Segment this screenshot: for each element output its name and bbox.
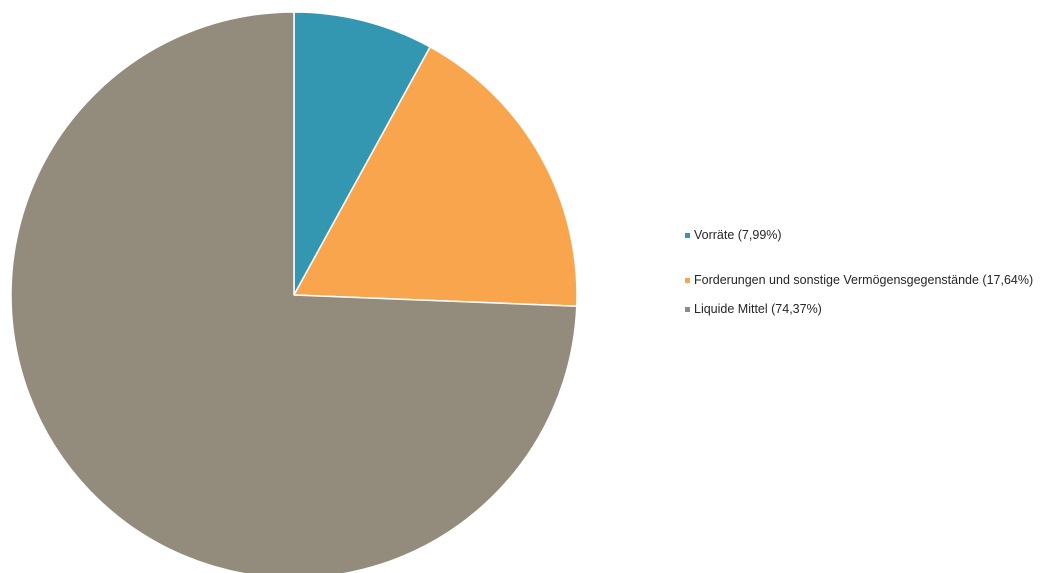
legend-label-forderungen: Forderungen und sonstige Vermögensgegens…: [694, 273, 1034, 287]
chart-legend: Vorräte (7,99%) Forderungen und sonstige…: [685, 228, 1045, 316]
legend-swatch-vorraete: [685, 233, 690, 238]
legend-label-vorraete: Vorräte (7,99%): [694, 228, 782, 242]
pie-slices: [10, 11, 578, 573]
pie-slice-forderungen: [293, 46, 578, 307]
pie-slice-vorraete: [293, 11, 431, 296]
legend-swatch-forderungen: [685, 278, 690, 283]
pie-slice-liquide-mittel: [10, 11, 578, 573]
legend-label-liquide-mittel: Liquide Mittel (74,37%): [694, 302, 822, 316]
legend-swatch-liquide-mittel: [685, 307, 690, 312]
legend-item-forderungen: Forderungen und sonstige Vermögensgegens…: [685, 273, 1045, 287]
legend-item-liquide-mittel: Liquide Mittel (74,37%): [685, 302, 1045, 316]
legend-item-vorraete: Vorräte (7,99%): [685, 228, 1045, 242]
